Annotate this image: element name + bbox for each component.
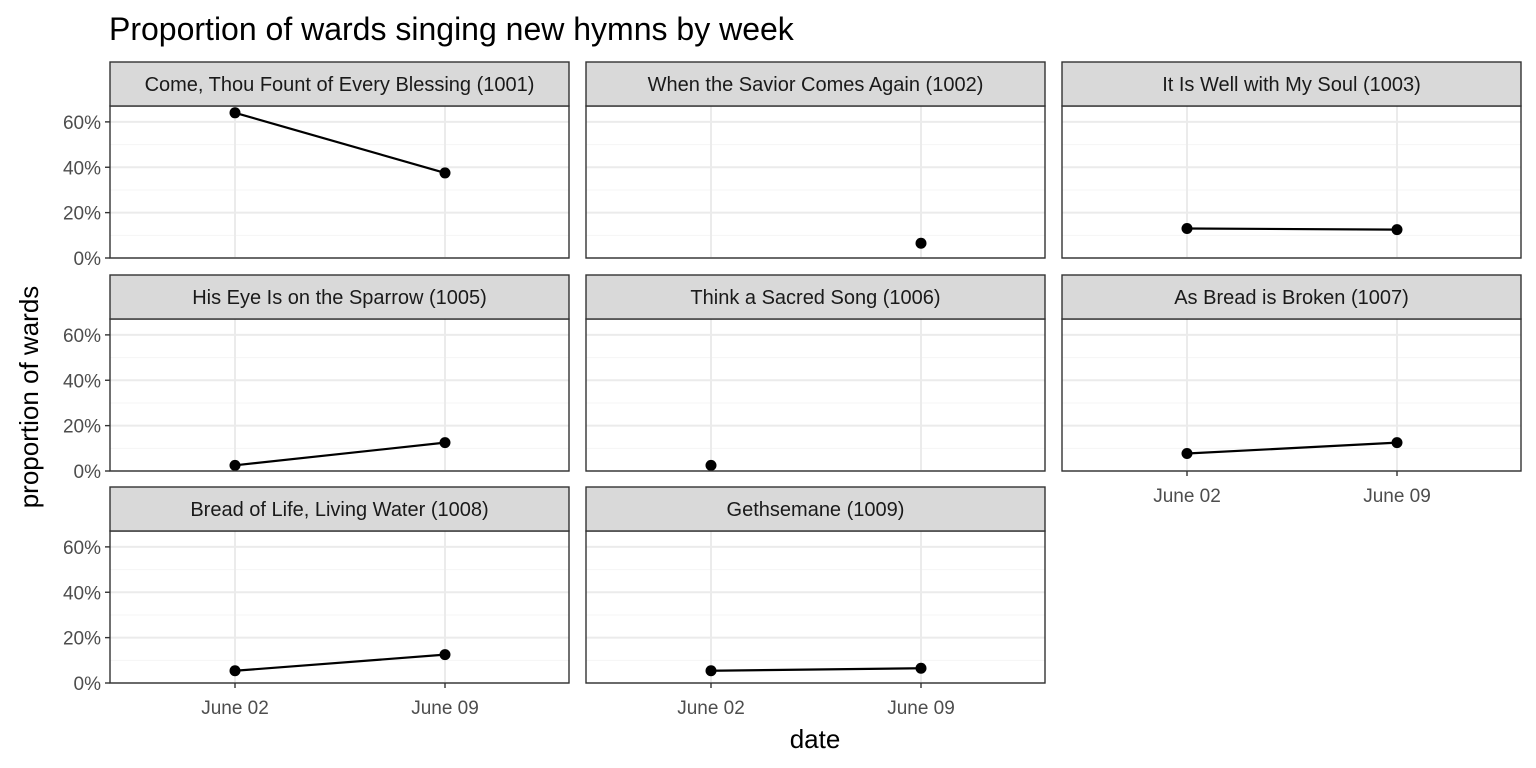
x-axis-title: date (790, 724, 841, 754)
series-line (234, 653, 446, 672)
facet-panel: Bread of Life, Living Water (1008) 0% 20% 4… (63, 486, 570, 719)
y-tick-label: 0% (74, 674, 102, 695)
x-tick-label: June 02 (677, 698, 745, 719)
data-point (229, 107, 241, 119)
facet-strip (109, 274, 570, 320)
y-tick-label: 0% (74, 462, 102, 483)
facet-strip-label: Gethsemane (1009) (727, 499, 905, 521)
data-point (705, 665, 717, 677)
data-point (439, 649, 451, 661)
facet-strip-label: As Bread is Broken (1007) (1174, 287, 1409, 309)
y-tick-label: 0% (74, 249, 102, 270)
panels: Come, Thou Fount of Every Blessing (1001… (63, 61, 1522, 719)
facet-panel: When the Savior Comes Again (1002) (585, 61, 1046, 259)
facet-panel: As Bread is Broken (1007) June 02 June 09 (1061, 274, 1522, 507)
facet-panel: His Eye Is on the Sparrow (1005) 0% 20% 40%… (63, 274, 570, 483)
data-point (915, 662, 927, 674)
data-point (705, 459, 717, 471)
series-line (1186, 441, 1398, 455)
data-point (915, 237, 927, 249)
facet-strip-label: His Eye Is on the Sparrow (1005) (192, 287, 487, 309)
y-tick-label: 20% (63, 417, 101, 438)
y-tick-label: 60% (63, 538, 101, 559)
facet-strip (585, 61, 1046, 107)
facet-strip (1061, 274, 1522, 320)
y-tick-label: 20% (63, 204, 101, 225)
facet-strip (109, 61, 570, 107)
data-point (439, 167, 451, 179)
facet-strip (1061, 61, 1522, 107)
facet-strip (109, 486, 570, 532)
data-point (439, 437, 451, 449)
chart-title: Proportion of wards singing new hymns by… (109, 11, 795, 47)
y-axis-title: proportion of wards (14, 286, 44, 509)
facet-panel: It Is Well with My Soul (1003) (1061, 61, 1522, 259)
facet-strip (585, 486, 1046, 532)
data-point (1181, 448, 1193, 460)
data-point (1391, 437, 1403, 449)
facet-strip-label: Bread of Life, Living Water (1008) (190, 499, 488, 521)
series-line (710, 667, 922, 672)
y-tick-label: 40% (63, 371, 101, 392)
facet-panel: Come, Thou Fount of Every Blessing (1001… (63, 61, 570, 270)
data-point (229, 665, 241, 677)
data-point (1181, 223, 1193, 235)
facet-panel: Gethsemane (1009) June 02 June 09 (585, 486, 1046, 719)
facet-strip-label: Come, Thou Fount of Every Blessing (1001… (145, 74, 535, 96)
x-tick-label: June 02 (1153, 486, 1221, 507)
y-tick-label: 60% (63, 113, 101, 134)
series-line (234, 441, 446, 467)
x-tick-label: June 09 (1363, 486, 1431, 507)
x-tick-label: June 09 (887, 698, 955, 719)
series-line (234, 111, 446, 174)
series-line (1186, 227, 1398, 231)
y-tick-label: 40% (63, 158, 101, 179)
facet-strip-label: When the Savior Comes Again (1002) (648, 74, 984, 96)
facet-strip-label: Think a Sacred Song (1006) (690, 287, 940, 309)
facet-strip (585, 274, 1046, 320)
data-point (1391, 224, 1403, 236)
facet-strip-label: It Is Well with My Soul (1003) (1162, 74, 1421, 96)
data-point (229, 459, 241, 471)
y-tick-label: 60% (63, 326, 101, 347)
y-tick-label: 20% (63, 629, 101, 650)
x-tick-label: June 09 (411, 698, 479, 719)
facet-panel: Think a Sacred Song (1006) (585, 274, 1046, 472)
y-tick-label: 40% (63, 583, 101, 604)
x-tick-label: June 02 (201, 698, 269, 719)
